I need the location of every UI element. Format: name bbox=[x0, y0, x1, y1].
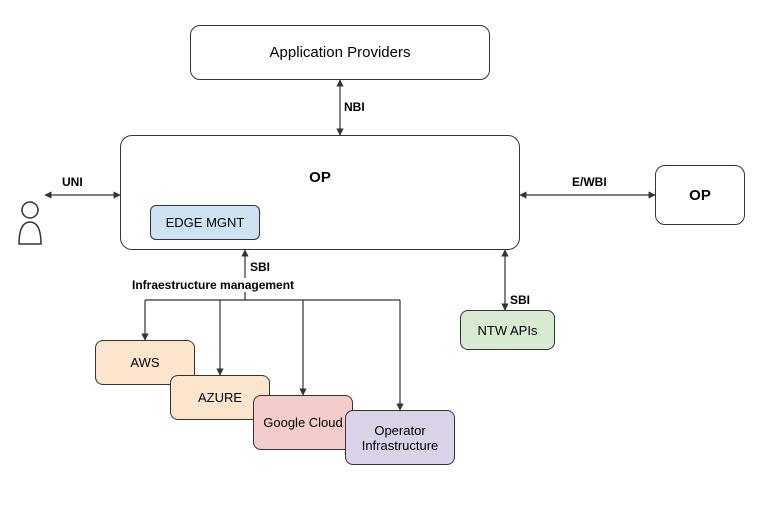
node-label: Google Cloud bbox=[263, 415, 343, 430]
node-label: OP bbox=[689, 187, 711, 204]
edge-label-sbi-right: SBI bbox=[508, 293, 532, 307]
node-label: OP bbox=[309, 169, 331, 186]
node-op-right: OP bbox=[655, 165, 745, 225]
node-label: Application Providers bbox=[270, 44, 411, 61]
node-label: EDGE MGNT bbox=[166, 215, 245, 230]
edge-label-sbi-left: SBI bbox=[248, 260, 272, 274]
user-icon bbox=[15, 200, 45, 245]
edge-label-nbi: NBI bbox=[342, 100, 367, 114]
edge-label-uni: UNI bbox=[60, 175, 85, 189]
node-operator-infrastructure: Operator Infrastructure bbox=[345, 410, 455, 465]
node-label: Operator Infrastructure bbox=[350, 423, 450, 453]
node-google-cloud: Google Cloud bbox=[253, 395, 353, 450]
node-edge-mgnt: EDGE MGNT bbox=[150, 205, 260, 240]
node-label: AWS bbox=[130, 355, 159, 370]
node-ntw-apis: NTW APIs bbox=[460, 310, 555, 350]
edge-label-infrastructure: Infraestructure management bbox=[130, 278, 296, 292]
node-label: AZURE bbox=[198, 390, 242, 405]
node-label: NTW APIs bbox=[478, 323, 538, 338]
node-application-providers: Application Providers bbox=[190, 25, 490, 80]
edge-label-ewbi: E/WBI bbox=[570, 175, 609, 189]
